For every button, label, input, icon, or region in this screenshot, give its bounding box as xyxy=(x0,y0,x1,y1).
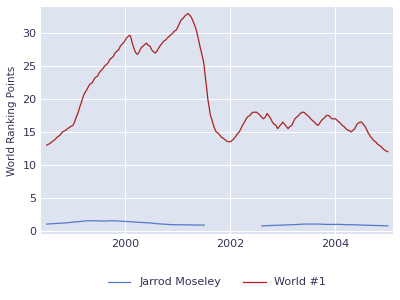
Jarrod Moseley xyxy=(60,221,65,225)
World #1 xyxy=(126,35,130,38)
Jarrod Moseley xyxy=(191,223,196,227)
Legend: Jarrod Moseley, World #1: Jarrod Moseley, World #1 xyxy=(104,273,331,292)
Y-axis label: World Ranking Points: World Ranking Points xyxy=(7,65,17,176)
Jarrod Moseley xyxy=(186,223,191,227)
Jarrod Moseley xyxy=(65,221,70,224)
Line: Jarrod Moseley: Jarrod Moseley xyxy=(47,221,204,225)
Jarrod Moseley xyxy=(170,223,175,226)
World #1 xyxy=(44,143,49,147)
Jarrod Moseley xyxy=(123,220,128,223)
Jarrod Moseley xyxy=(165,223,170,226)
World #1 xyxy=(354,124,359,127)
Jarrod Moseley xyxy=(160,222,164,226)
World #1 xyxy=(186,12,190,15)
Jarrod Moseley xyxy=(112,219,117,223)
Jarrod Moseley xyxy=(102,219,107,223)
World #1 xyxy=(60,130,65,134)
World #1 xyxy=(55,135,60,139)
World #1 xyxy=(112,51,117,55)
Jarrod Moseley xyxy=(118,219,122,223)
Jarrod Moseley xyxy=(97,219,102,223)
Jarrod Moseley xyxy=(55,222,60,225)
Jarrod Moseley xyxy=(134,220,138,224)
Jarrod Moseley xyxy=(181,223,186,227)
Jarrod Moseley xyxy=(176,223,180,226)
Jarrod Moseley xyxy=(149,221,154,225)
World #1 xyxy=(287,125,292,128)
Jarrod Moseley xyxy=(81,219,86,223)
Jarrod Moseley xyxy=(107,219,112,223)
Jarrod Moseley xyxy=(202,223,206,227)
Jarrod Moseley xyxy=(196,223,201,227)
Jarrod Moseley xyxy=(70,220,75,224)
World #1 xyxy=(386,150,390,154)
Jarrod Moseley xyxy=(86,219,91,223)
Jarrod Moseley xyxy=(139,220,144,224)
Jarrod Moseley xyxy=(92,219,96,223)
Line: World #1: World #1 xyxy=(47,14,388,152)
Jarrod Moseley xyxy=(76,220,81,224)
Jarrod Moseley xyxy=(144,221,149,224)
Jarrod Moseley xyxy=(44,222,49,226)
Jarrod Moseley xyxy=(50,222,54,226)
Jarrod Moseley xyxy=(128,220,133,224)
Jarrod Moseley xyxy=(154,222,159,226)
